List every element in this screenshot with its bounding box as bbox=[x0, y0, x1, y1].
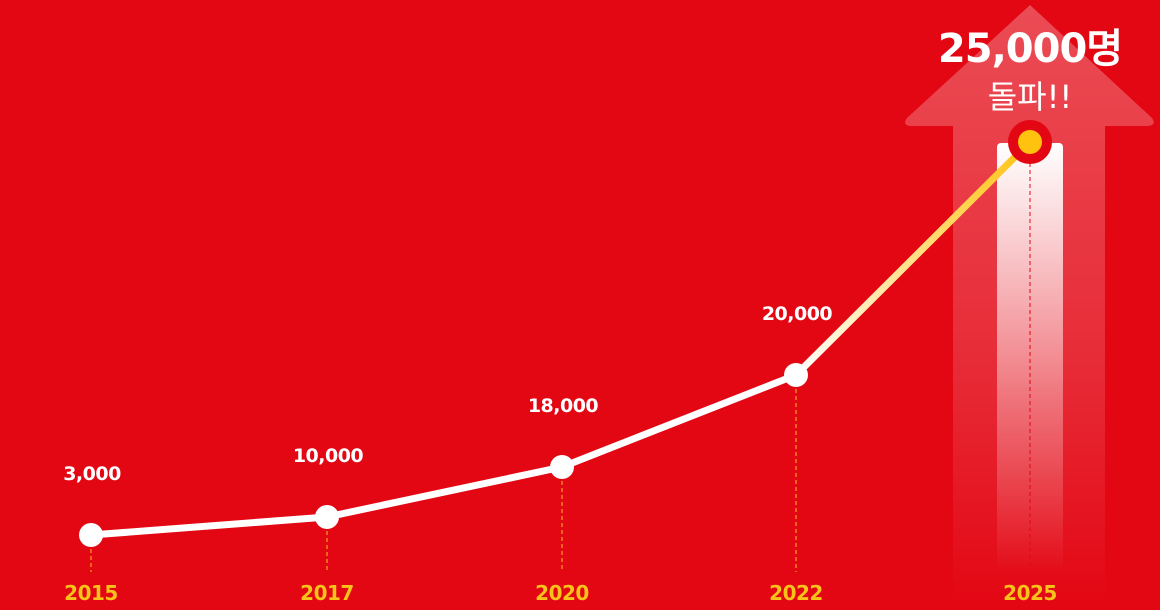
data-point-2015 bbox=[79, 523, 103, 547]
headline-text: 25,000명 bbox=[938, 26, 1122, 72]
year-label-2025: 2025 bbox=[1003, 581, 1057, 605]
data-point-2017 bbox=[315, 505, 339, 529]
data-point-2020 bbox=[550, 455, 574, 479]
highlight-bar bbox=[997, 143, 1063, 573]
year-label-2015: 2015 bbox=[64, 581, 118, 605]
value-label-2022: 20,000 bbox=[762, 303, 833, 325]
value-label-2015: 3,000 bbox=[63, 463, 121, 485]
year-label-2020: 2020 bbox=[535, 581, 589, 605]
highlight-segment bbox=[792, 138, 1034, 379]
year-label-2022: 2022 bbox=[769, 581, 823, 605]
series-line bbox=[90, 371, 798, 539]
subline-text: 돌파!! bbox=[988, 78, 1073, 116]
data-point-2025 bbox=[1018, 130, 1042, 154]
year-label-2017: 2017 bbox=[300, 581, 354, 605]
value-label-2017: 10,000 bbox=[293, 445, 364, 467]
value-label-2020: 18,000 bbox=[528, 395, 599, 417]
data-point-2022 bbox=[784, 363, 808, 387]
